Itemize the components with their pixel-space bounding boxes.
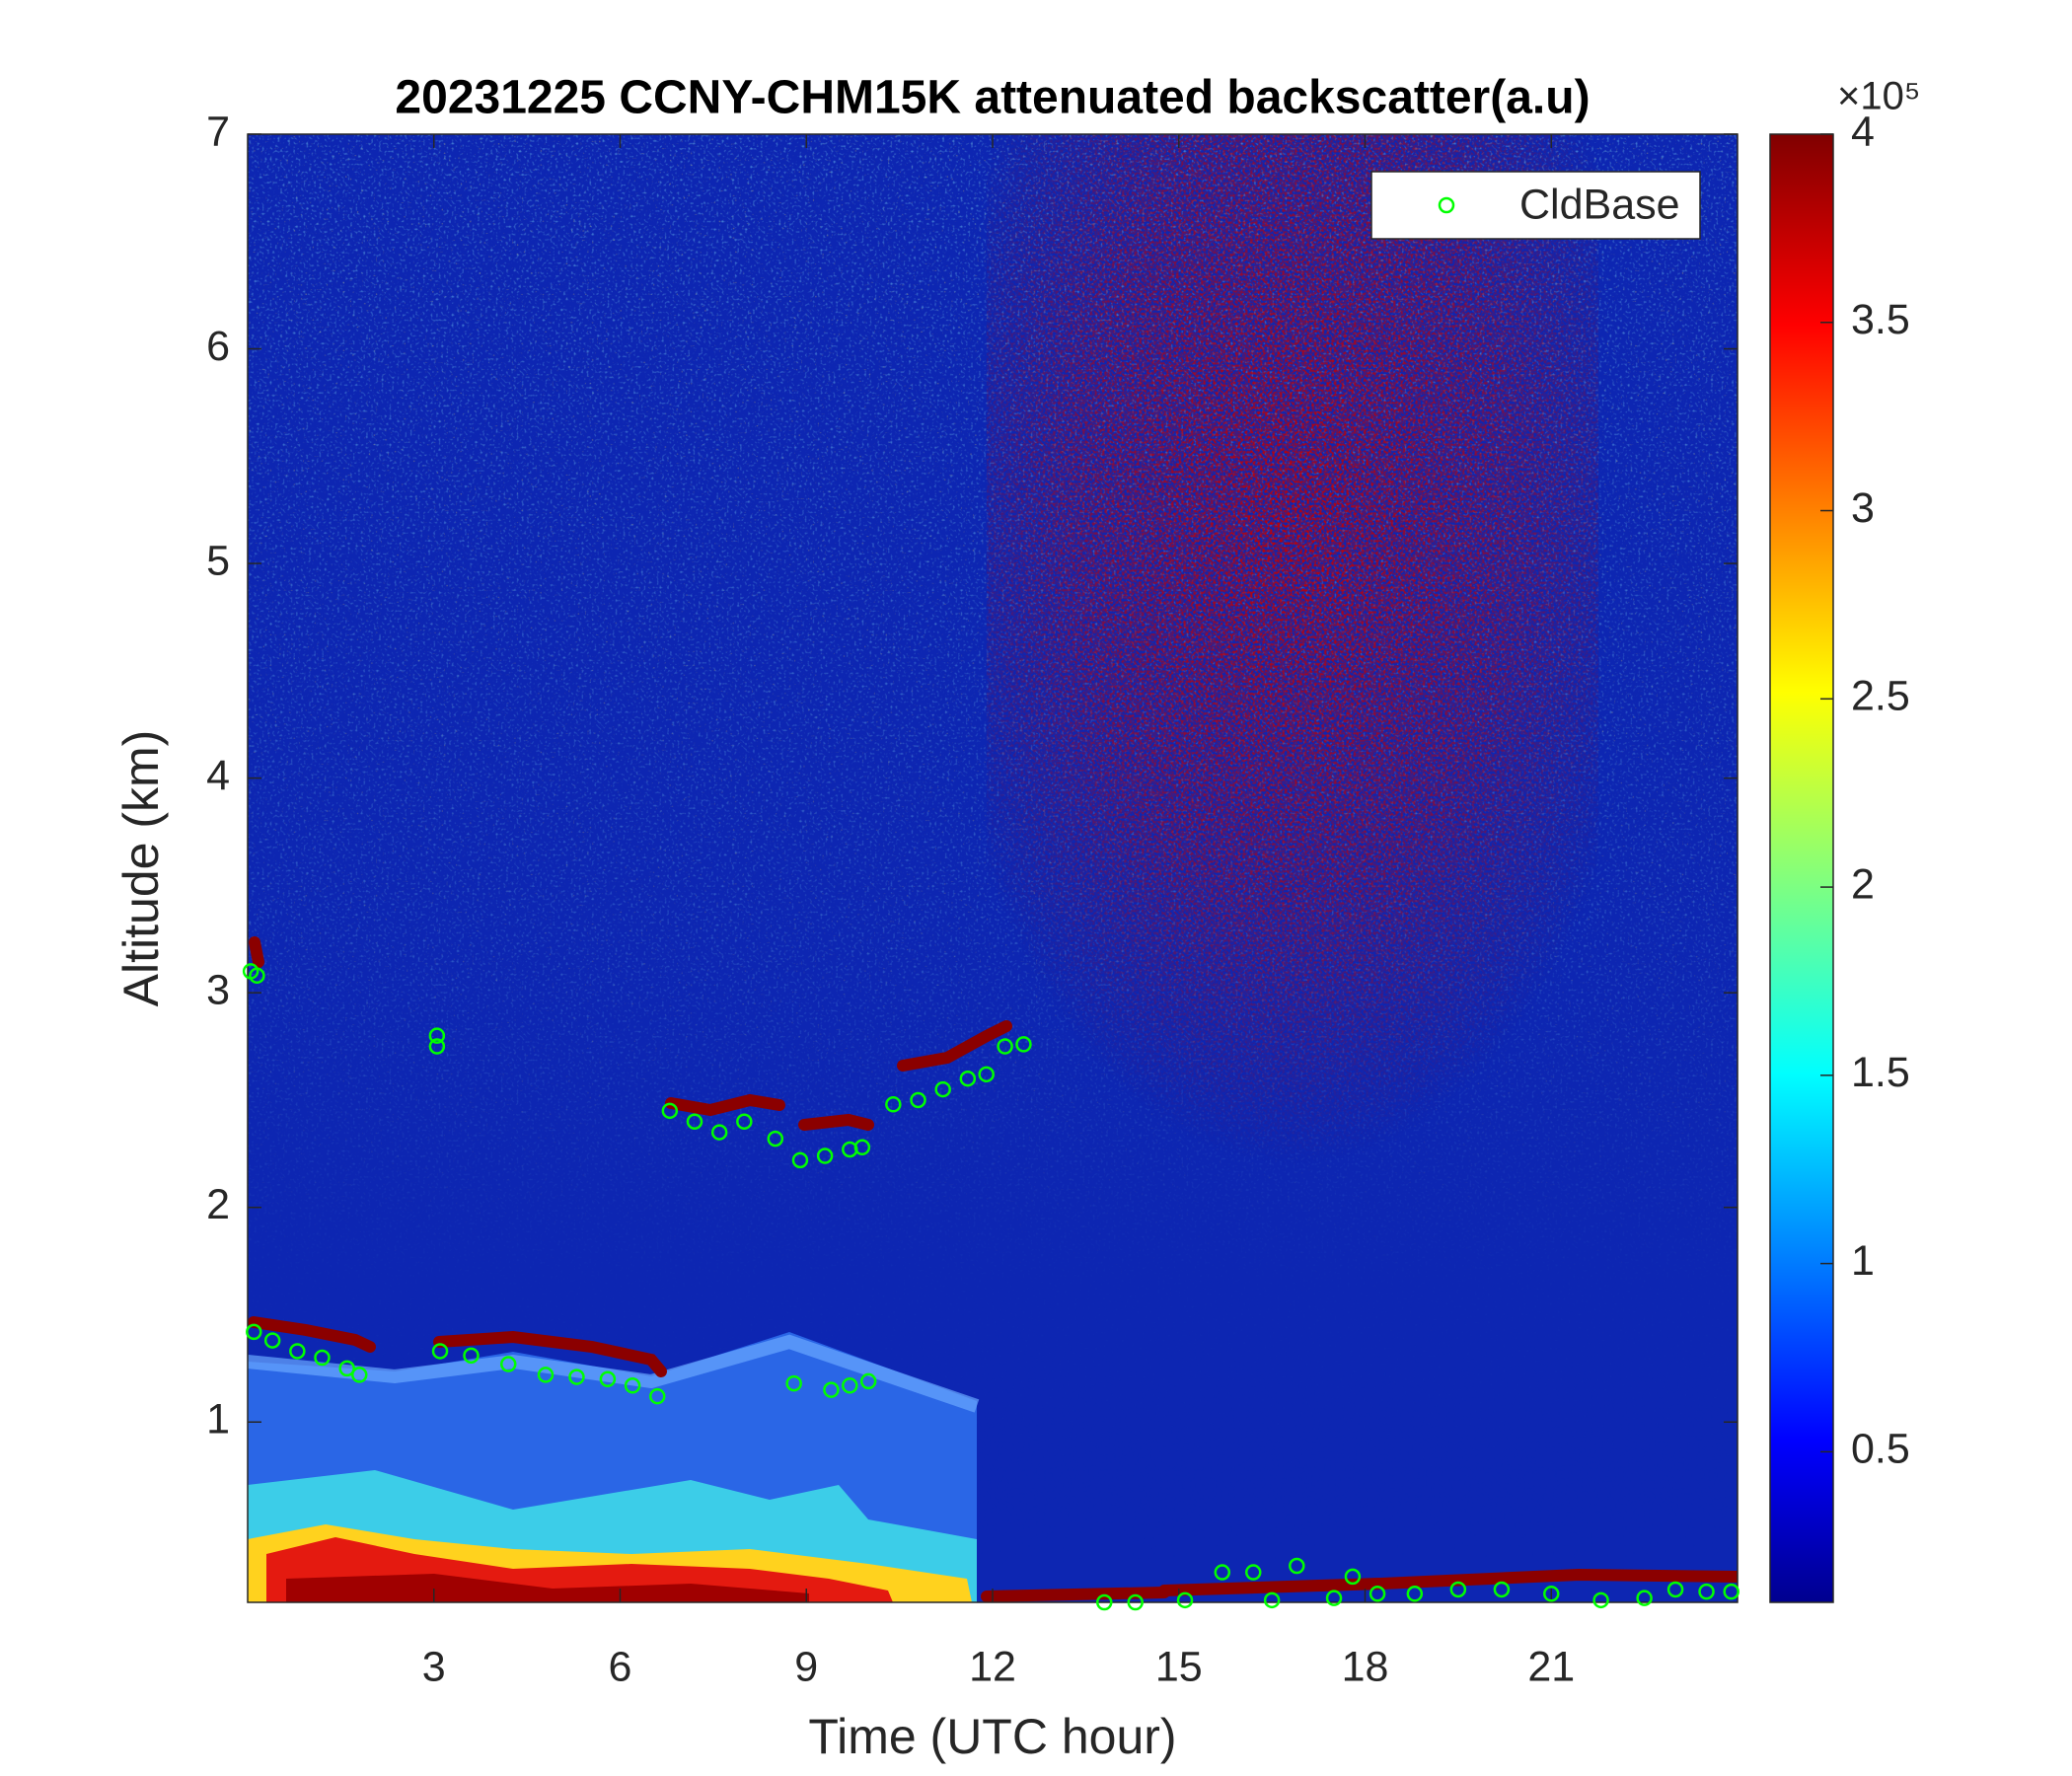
cloud-base-point: [624, 1377, 641, 1394]
cloud-base-point: [736, 1113, 753, 1130]
y-tick-label: 1: [206, 1396, 230, 1443]
cloud-base-point: [910, 1091, 926, 1109]
cloud-base-point: [816, 1147, 834, 1164]
cloud-base-point: [1214, 1564, 1231, 1581]
cloud-base-point: [428, 1038, 446, 1055]
cloud-base-point: [1096, 1593, 1113, 1611]
cloud-base-point: [289, 1343, 306, 1360]
cloud-base-point: [661, 1102, 679, 1120]
legend-box: [1370, 171, 1701, 240]
cloud-base-point: [1344, 1568, 1362, 1586]
legend-label: CldBase: [1519, 181, 1680, 228]
x-tick-label: 9: [794, 1643, 818, 1690]
y-axis-label: Altitude (km): [113, 730, 169, 1007]
cloud-base-point: [997, 1038, 1013, 1055]
cloud-base-point: [823, 1381, 840, 1398]
x-axis-label: Time (UTC hour): [808, 1709, 1176, 1764]
cloud-base-point: [314, 1349, 331, 1367]
cloud-base-point: [1369, 1586, 1386, 1602]
colorbar-tick-label: 2: [1851, 860, 1875, 908]
y-tick-label: 3: [206, 967, 230, 1014]
colorbar-scale-label: ×10⁵: [1837, 75, 1920, 118]
cloud-base-point: [959, 1070, 977, 1087]
cloud-base-point: [1245, 1564, 1262, 1581]
cloud-base-point: [431, 1343, 449, 1360]
colorbar-tick-label: 0.5: [1851, 1426, 1910, 1473]
cloud-base-point: [338, 1360, 355, 1377]
y-tick-label: 4: [206, 752, 230, 799]
legend-marker: [1438, 196, 1455, 214]
cloud-base-point: [1015, 1036, 1032, 1053]
cloud-base-point: [1543, 1586, 1560, 1602]
backscatter-image: [248, 134, 1738, 1602]
cloud-base-point: [249, 967, 265, 985]
colorbar-tick-label: 1.5: [1851, 1049, 1910, 1096]
chart-title: 20231225 CCNY-CHM15K attenuated backscat…: [395, 72, 1590, 124]
cloud-base-point: [1289, 1557, 1305, 1575]
y-tick-label: 7: [206, 108, 230, 155]
y-tick-label: 2: [206, 1181, 230, 1228]
colorbar-tick-label: 4: [1851, 108, 1875, 155]
cloud-base-point: [791, 1151, 809, 1169]
cloud-base-point: [263, 1332, 281, 1349]
cloud-base-point: [1176, 1591, 1194, 1609]
cloud-base-point: [686, 1113, 703, 1130]
cloud-base-point: [978, 1066, 995, 1083]
cloud-base-point: [1636, 1590, 1653, 1606]
cloud-base-point: [649, 1387, 666, 1405]
y-tick-label: 6: [206, 323, 230, 370]
cloud-base-point: [1127, 1593, 1144, 1611]
colorbar-tick-label: 3: [1851, 484, 1875, 532]
cloud-base-point: [1592, 1591, 1609, 1609]
colorbar-tick-label: 1: [1851, 1237, 1875, 1285]
cloud-base-point: [1698, 1583, 1715, 1600]
cloud-base-point: [1406, 1586, 1424, 1602]
legend: CldBase: [1370, 171, 1701, 240]
x-tick-label: 12: [969, 1643, 1016, 1690]
cloud-base-point: [853, 1139, 871, 1156]
cloud-base-point: [246, 1323, 262, 1341]
x-tick-label: 18: [1342, 1643, 1389, 1690]
x-tick-label: 6: [609, 1643, 632, 1690]
cloud-base-point: [710, 1124, 728, 1141]
cloud-base-point: [934, 1080, 951, 1098]
cloud-base-point: [1263, 1591, 1281, 1609]
cloud-base-point: [428, 1027, 446, 1044]
cloud-base-point: [568, 1369, 585, 1385]
cloud-base-point: [767, 1130, 784, 1147]
cloud-base-point: [885, 1096, 902, 1113]
x-tick-label: 3: [422, 1643, 446, 1690]
cloud-base-point: [785, 1374, 802, 1392]
cloud-base-point: [351, 1367, 368, 1383]
cloud-base-point: [1666, 1581, 1684, 1598]
colorbar: [1769, 133, 1834, 1603]
colorbar-tick-label: 2.5: [1851, 673, 1910, 720]
x-tick-label: 21: [1527, 1643, 1575, 1690]
cloud-base-point: [463, 1347, 480, 1365]
colorbar-tick-label: 3.5: [1851, 296, 1910, 343]
cloud-base-point: [599, 1370, 617, 1388]
cloud-base-point: [1493, 1581, 1511, 1598]
cloud-base-point: [1723, 1583, 1739, 1600]
cloud-base-point: [537, 1367, 555, 1383]
cloud-base-point: [842, 1377, 858, 1394]
cloud-base-point: [1449, 1581, 1467, 1598]
x-tick-label: 15: [1155, 1643, 1203, 1690]
y-tick-label: 5: [206, 537, 230, 584]
cloud-base-point: [859, 1372, 877, 1390]
cloud-base-point: [500, 1356, 517, 1372]
cloud-base-point: [1325, 1590, 1343, 1606]
